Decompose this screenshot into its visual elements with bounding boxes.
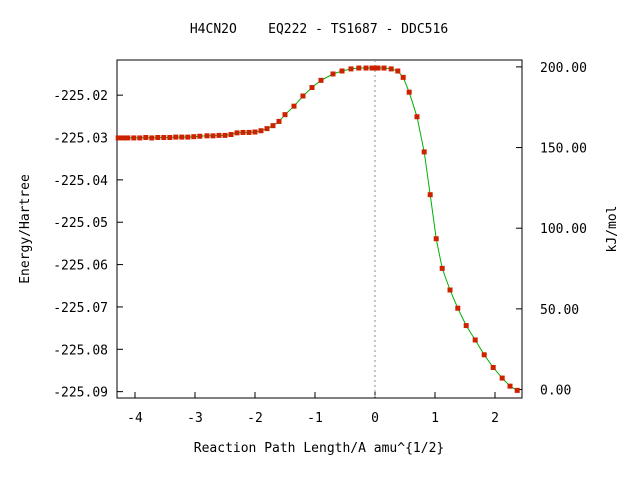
data-point xyxy=(282,112,288,118)
data-point xyxy=(372,65,378,71)
data-point xyxy=(197,133,203,139)
data-point xyxy=(234,130,240,136)
data-point xyxy=(414,114,420,120)
x-tick-label: -1 xyxy=(307,411,323,426)
data-point xyxy=(161,135,167,141)
y-tick-label: -225.06 xyxy=(53,259,108,274)
data-point xyxy=(455,305,461,311)
data-point xyxy=(375,65,381,71)
x-tick-label: -2 xyxy=(247,411,263,426)
x-axis-title: Reaction Path Length/A amu^{1/2} xyxy=(194,441,444,456)
data-point xyxy=(381,65,387,71)
data-point xyxy=(252,129,258,135)
data-point xyxy=(300,93,306,99)
x-tick-label: -3 xyxy=(187,411,203,426)
data-point xyxy=(490,365,496,371)
y-axis-title: Energy/Hartree xyxy=(18,174,33,284)
x-tick-label: 1 xyxy=(431,411,439,426)
data-point xyxy=(131,135,137,141)
y2-tick-label: 100.00 xyxy=(540,222,587,237)
y-tick-label: -225.04 xyxy=(53,174,108,189)
data-point xyxy=(276,118,282,124)
data-point xyxy=(137,135,143,141)
x-tick-label: 0 xyxy=(371,411,379,426)
y-tick-label: -225.03 xyxy=(53,132,108,147)
data-point xyxy=(439,265,445,271)
data-point xyxy=(155,135,161,141)
data-point xyxy=(507,383,513,389)
data-point xyxy=(472,337,478,343)
data-point xyxy=(514,387,520,393)
y-tick-label: -225.07 xyxy=(53,301,108,316)
x-tick-label: -4 xyxy=(127,411,143,426)
data-point xyxy=(143,135,149,141)
y2-tick-label: 150.00 xyxy=(540,142,587,157)
chart-title: H4CN2O EQ222 - TS1687 - DDC516 xyxy=(190,22,448,37)
data-point xyxy=(309,85,315,91)
y-tick-label: -225.09 xyxy=(53,386,108,401)
y2-tick-label: 0.00 xyxy=(540,384,571,399)
x-tick-label: 2 xyxy=(491,411,499,426)
data-point xyxy=(339,68,345,74)
data-point xyxy=(318,77,324,83)
data-point xyxy=(348,66,354,72)
data-point xyxy=(421,149,427,155)
data-point xyxy=(406,89,412,95)
data-point xyxy=(191,134,197,140)
data-point xyxy=(388,66,394,72)
data-point xyxy=(240,129,246,135)
data-point xyxy=(330,71,336,77)
y-tick-label: -225.05 xyxy=(53,216,108,231)
data-point xyxy=(363,65,369,71)
data-point xyxy=(356,65,362,71)
data-point xyxy=(173,134,179,140)
plot-frame xyxy=(116,59,523,399)
data-point xyxy=(210,133,216,139)
data-point xyxy=(115,135,121,141)
data-point xyxy=(427,192,433,198)
axis-ticks: -4 -3 -2 -1 0 1 2 -225.02 -225.03 -225.04 -225.05 -… xyxy=(53,61,587,426)
data-point xyxy=(400,74,406,80)
data-point xyxy=(264,126,270,132)
data-point xyxy=(185,134,191,140)
data-point xyxy=(481,352,487,358)
y-tick-label: -225.08 xyxy=(53,343,108,358)
data-point xyxy=(120,135,126,141)
series-layer xyxy=(115,65,520,393)
data-point xyxy=(369,65,375,71)
data-point xyxy=(125,135,131,141)
data-point xyxy=(395,68,401,74)
data-point xyxy=(149,135,155,141)
data-point xyxy=(228,132,234,138)
data-point xyxy=(291,103,297,109)
y2-axis-title: kJ/mol xyxy=(605,206,620,253)
data-point xyxy=(204,133,210,139)
energy-curve xyxy=(118,67,518,391)
data-point xyxy=(179,134,185,140)
data-point xyxy=(270,123,276,129)
data-point xyxy=(167,135,173,141)
data-point xyxy=(447,287,453,293)
data-point xyxy=(499,375,505,381)
data-point xyxy=(246,129,252,135)
y2-tick-label: 200.00 xyxy=(540,61,587,76)
data-point xyxy=(433,236,439,242)
data-point xyxy=(216,132,222,138)
data-point xyxy=(463,323,469,329)
data-point xyxy=(222,132,228,138)
y2-tick-label: 50.00 xyxy=(540,303,579,318)
y-tick-label: -225.02 xyxy=(53,89,108,104)
data-point xyxy=(258,128,264,134)
